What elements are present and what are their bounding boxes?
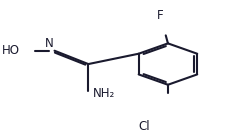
Text: HO: HO bbox=[2, 44, 20, 57]
Text: F: F bbox=[157, 9, 164, 22]
Text: NH₂: NH₂ bbox=[93, 87, 115, 100]
Text: N: N bbox=[45, 37, 53, 50]
Text: Cl: Cl bbox=[139, 120, 150, 133]
